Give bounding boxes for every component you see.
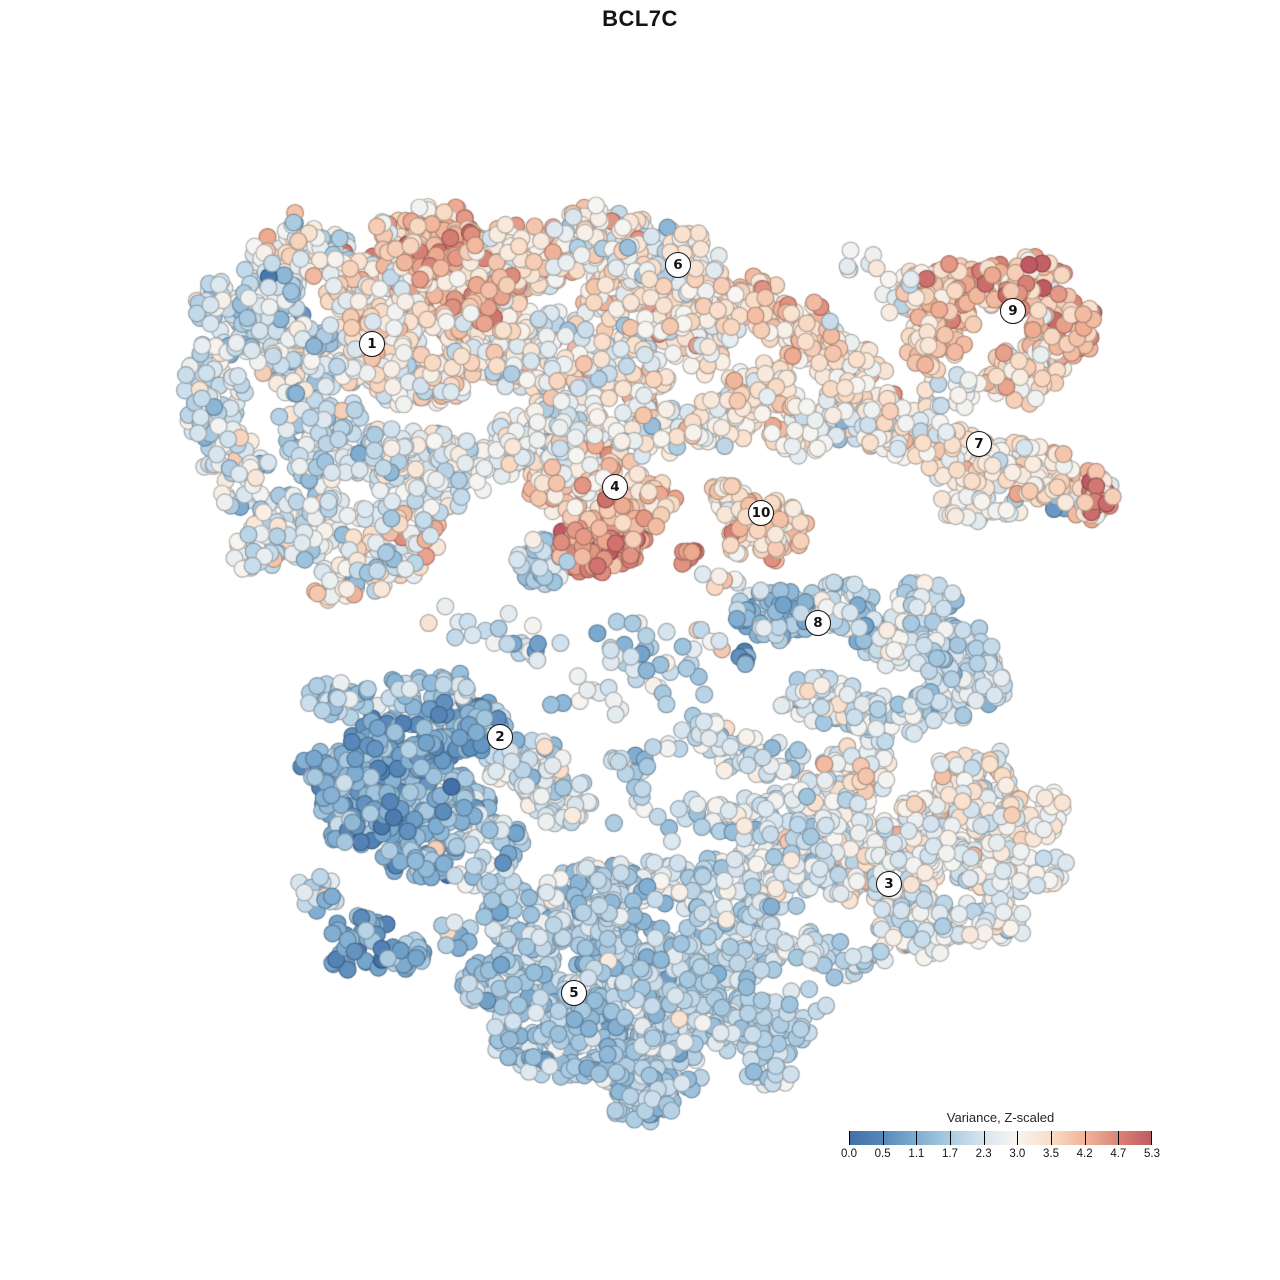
colorbar-tick-label: 4.7: [1110, 1148, 1127, 1160]
colorbar-tick-label: 5.3: [1144, 1148, 1160, 1160]
colorbar-tick: [849, 1131, 850, 1145]
colorbar-tick: [1017, 1131, 1019, 1145]
colorbar-tick: [1118, 1131, 1120, 1145]
legend-title: Variance, Z-scaled: [946, 1110, 1055, 1125]
cluster-label-9: 9: [1000, 298, 1026, 324]
cluster-label-4: 4: [602, 474, 628, 500]
colorbar-tick-label: 0.5: [874, 1148, 891, 1160]
colorbar-tick: [1050, 1131, 1052, 1145]
colorbar-tick: [949, 1131, 951, 1145]
colorbar-tick-label: 2.3: [975, 1148, 992, 1160]
plot-title: BCL7C: [602, 6, 678, 31]
cluster-label-5: 5: [561, 980, 587, 1006]
legend-tick-labels: 0.0 0.5 1.1 1.7 2.3 3.0 3.5 4.2 4.7 5.3: [841, 1148, 1160, 1162]
colorbar-tick-label: 1.7: [942, 1148, 958, 1160]
cluster-label-10: 10: [748, 500, 774, 526]
cluster-label-3: 3: [876, 871, 902, 897]
cluster-label-8: 8: [805, 610, 831, 636]
colorbar-tick-label: 1.1: [908, 1148, 925, 1160]
colorbar-tick: [1084, 1131, 1086, 1145]
colorbar-tick-label: 0.0: [841, 1148, 857, 1160]
cluster-label-7: 7: [966, 431, 992, 457]
cluster-label-6: 6: [665, 252, 691, 278]
colorbar-tick: [882, 1131, 884, 1145]
colorbar-tick-label: 3.5: [1043, 1148, 1059, 1160]
colorbar-tick: [916, 1131, 918, 1145]
colorbar: [849, 1131, 1152, 1145]
colorbar-legend: Variance, Z-scaled 0.0 0.5 1.1 1.7 2.3 3.0 3.5…: [841, 1110, 1160, 1162]
colorbar-tick: [1151, 1131, 1152, 1145]
colorbar-tick-label: 4.2: [1076, 1148, 1093, 1160]
colorbar-tick: [983, 1131, 985, 1145]
cluster-label-2: 2: [487, 724, 513, 750]
colorbar-tick-label: 3.0: [1009, 1148, 1026, 1160]
cluster-label-1: 1: [359, 331, 385, 357]
